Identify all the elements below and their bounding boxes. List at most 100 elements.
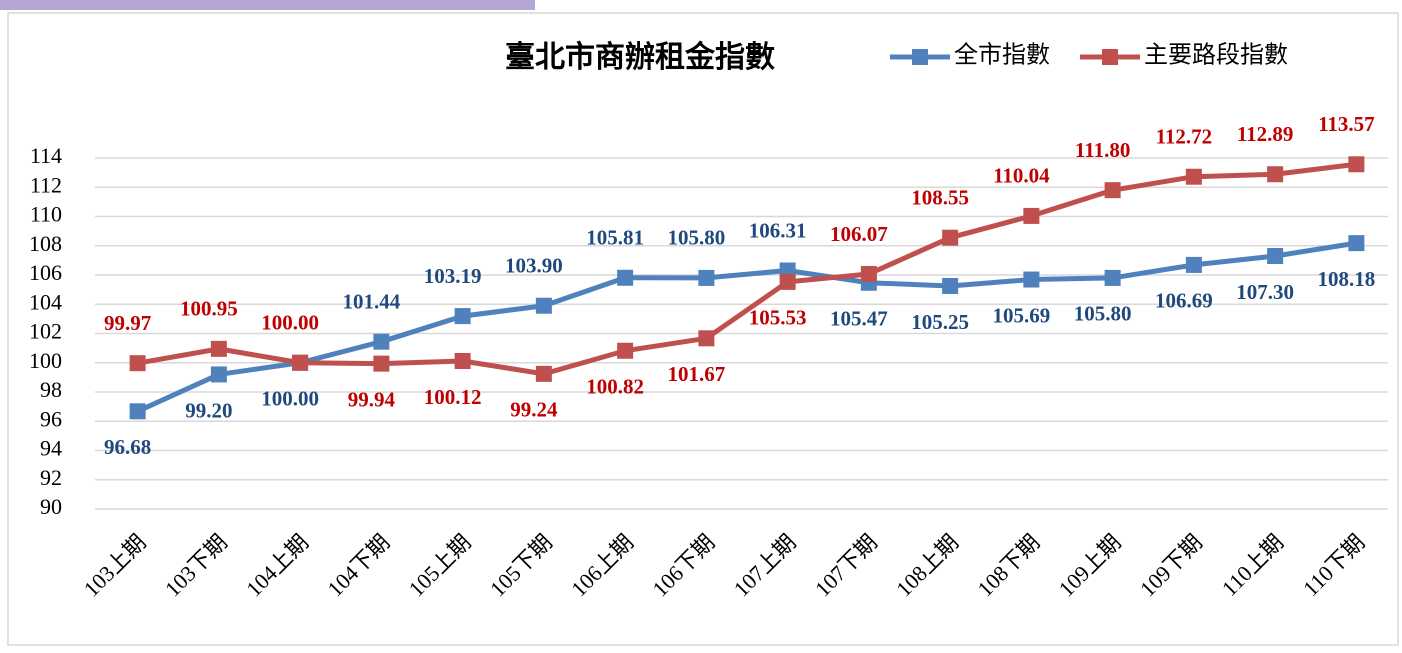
x-tick-label: 103上期 (79, 529, 151, 601)
data-label: 106.31 (749, 218, 807, 242)
point-marker (1104, 269, 1121, 286)
point-marker (210, 366, 227, 383)
data-label: 110.04 (993, 164, 1050, 188)
data-label: 105.25 (911, 310, 969, 334)
data-label: 100.00 (261, 387, 319, 411)
data-label: 105.81 (586, 226, 644, 250)
y-tick-label: 114 (30, 143, 62, 168)
point-marker (454, 352, 471, 369)
data-label: 99.97 (104, 311, 151, 335)
data-label: 101.67 (668, 362, 726, 386)
legend-marker (1102, 49, 1118, 65)
data-label: 105.47 (830, 307, 888, 331)
point-marker (535, 365, 552, 382)
x-tick-label: 105上期 (404, 529, 476, 601)
x-tick-label: 107下期 (810, 529, 882, 601)
legend-label: 全市指數 (954, 42, 1050, 69)
data-label: 106.69 (1155, 289, 1213, 313)
x-tick-label: 109下期 (1135, 529, 1207, 601)
point-marker (1267, 247, 1284, 264)
point-marker (698, 269, 715, 286)
x-tick-label: 109上期 (1054, 529, 1126, 601)
series-line (136, 240, 1357, 414)
y-tick-label: 90 (40, 494, 62, 519)
y-tick-label: 112 (30, 172, 62, 197)
point-marker (129, 403, 146, 420)
point-marker (617, 342, 634, 359)
point-marker (1185, 256, 1202, 273)
point-marker (1185, 168, 1202, 185)
y-tick-label: 94 (40, 436, 62, 461)
data-label: 112.89 (1237, 122, 1294, 146)
data-label: 107.30 (1236, 280, 1294, 304)
data-label: 105.69 (993, 303, 1051, 327)
data-label: 100.82 (586, 375, 644, 399)
data-label: 105.53 (749, 306, 807, 330)
point-marker (1104, 182, 1121, 199)
data-label: 105.80 (668, 226, 726, 250)
x-tick-label: 103下期 (160, 529, 232, 601)
point-marker (292, 354, 309, 371)
data-label: 101.44 (343, 290, 401, 314)
x-tick-label: 104下期 (322, 529, 394, 601)
y-tick-label: 104 (29, 289, 62, 314)
legend-label: 主要路段指數 (1144, 42, 1288, 69)
point-marker (779, 273, 796, 290)
x-tick-label: 110上期 (1217, 529, 1289, 601)
point-marker (535, 297, 552, 314)
legend-marker (912, 49, 928, 65)
y-tick-label: 106 (29, 260, 62, 285)
series-line (137, 161, 1357, 377)
point-marker (617, 269, 634, 286)
header-bar (0, 0, 535, 10)
point-marker (1023, 207, 1040, 224)
point-marker (698, 330, 715, 347)
y-tick-label: 100 (29, 348, 62, 373)
data-label: 112.72 (1156, 125, 1213, 149)
data-label: 100.95 (180, 297, 238, 321)
point-marker (1348, 235, 1365, 252)
point-marker (1023, 271, 1040, 288)
point-marker (373, 355, 390, 372)
data-label: 99.94 (348, 387, 396, 411)
point-marker (942, 229, 959, 246)
point-marker (1267, 166, 1284, 183)
point-marker (373, 333, 390, 350)
data-label: 103.19 (424, 264, 482, 288)
point-marker (210, 340, 227, 357)
data-label: 108.55 (911, 186, 969, 210)
data-label: 99.20 (185, 398, 232, 422)
point-marker (454, 308, 471, 325)
y-tick-label: 110 (30, 202, 62, 227)
y-tick-label: 92 (40, 465, 62, 490)
x-tick-label: 105下期 (485, 529, 557, 601)
data-label: 105.80 (1074, 302, 1132, 326)
x-tick-label: 107上期 (729, 529, 801, 601)
chart-title: 臺北市商辦租金指數 (505, 40, 775, 74)
data-label: 96.68 (104, 435, 151, 459)
point-marker (860, 265, 877, 282)
x-tick-label: 106下期 (647, 529, 719, 601)
chart-frame (7, 12, 1399, 646)
data-label: 103.90 (505, 254, 563, 278)
y-tick-label: 102 (29, 319, 62, 344)
y-tick-label: 108 (29, 231, 62, 256)
y-tick-label: 98 (40, 377, 62, 402)
x-tick-label: 108下期 (972, 529, 1044, 601)
data-label: 113.57 (1318, 112, 1375, 136)
x-tick-label: 110下期 (1298, 529, 1370, 601)
point-marker (1348, 156, 1365, 173)
data-label: 106.07 (830, 222, 888, 246)
x-tick-label: 108上期 (891, 529, 963, 601)
x-tick-label: 106上期 (566, 529, 638, 601)
data-label: 99.24 (510, 398, 558, 422)
data-label: 108.18 (1318, 267, 1376, 291)
data-label: 111.80 (1075, 138, 1130, 162)
data-label: 100.12 (424, 385, 482, 409)
x-tick-label: 104上期 (241, 529, 313, 601)
y-tick-label: 96 (40, 406, 62, 431)
point-marker (942, 277, 959, 294)
data-label: 100.00 (261, 311, 319, 335)
